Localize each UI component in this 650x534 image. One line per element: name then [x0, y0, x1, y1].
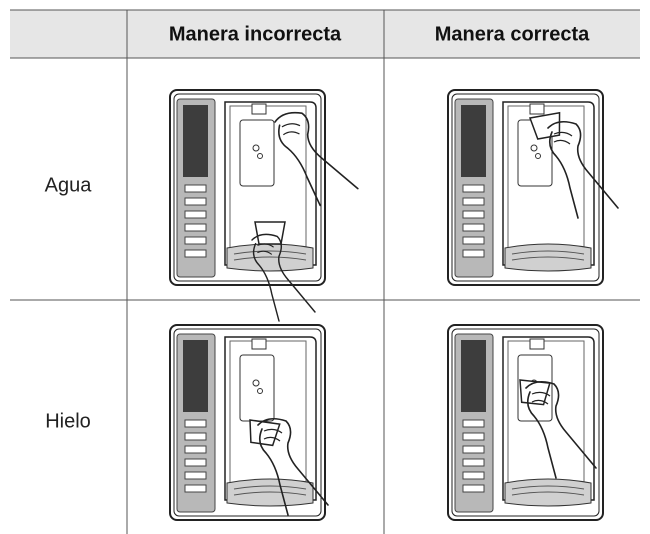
column-header: Manera correcta — [435, 23, 590, 45]
illustration-ice-right — [447, 324, 604, 521]
row-label: Hielo — [45, 410, 91, 432]
row-label: Agua — [45, 174, 93, 196]
illustration-water-wrong — [169, 89, 361, 322]
column-header: Manera incorrecta — [169, 23, 342, 45]
illustration-water-right — [447, 89, 619, 286]
illustration-ice-wrong — [169, 324, 329, 521]
header-background — [10, 10, 640, 58]
